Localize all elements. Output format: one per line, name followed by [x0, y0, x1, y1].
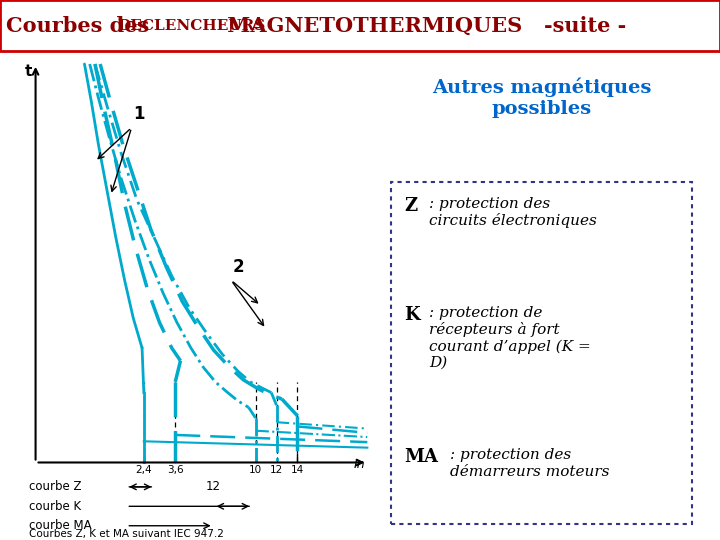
Text: courbe K: courbe K [29, 500, 81, 513]
Text: Courbes des: Courbes des [6, 16, 156, 36]
Text: DECLENCHEURS: DECLENCHEURS [117, 19, 266, 32]
Text: 2: 2 [233, 258, 245, 276]
FancyBboxPatch shape [391, 183, 693, 524]
Text: : protection des
démarreurs moteurs: : protection des démarreurs moteurs [450, 448, 610, 478]
Text: 14: 14 [291, 464, 304, 475]
Text: MAGNETOTHERMIQUES   -suite -: MAGNETOTHERMIQUES -suite - [220, 16, 626, 36]
Text: MA: MA [404, 448, 438, 467]
Text: 3,6: 3,6 [167, 464, 184, 475]
Text: courbe Z: courbe Z [29, 481, 81, 494]
Text: : protection des
circuits électroniques: : protection des circuits électroniques [429, 197, 597, 228]
Text: 1: 1 [133, 105, 145, 123]
Text: In: In [354, 458, 366, 471]
Text: 12: 12 [270, 464, 283, 475]
Text: : protection de
récepteurs à fort
courant d’appel (K =
D): : protection de récepteurs à fort couran… [429, 306, 590, 370]
Text: Z: Z [404, 197, 418, 214]
Text: courbe MA: courbe MA [29, 519, 91, 532]
Text: 10: 10 [249, 464, 262, 475]
Text: K: K [404, 306, 420, 324]
Text: 2,4: 2,4 [135, 464, 152, 475]
Text: t: t [25, 64, 32, 79]
Text: Autres magnétiques
possibles: Autres magnétiques possibles [432, 78, 652, 118]
Text: 12: 12 [206, 481, 221, 494]
Text: Courbes Z, K et MA suivant IEC 947.2: Courbes Z, K et MA suivant IEC 947.2 [29, 529, 223, 539]
